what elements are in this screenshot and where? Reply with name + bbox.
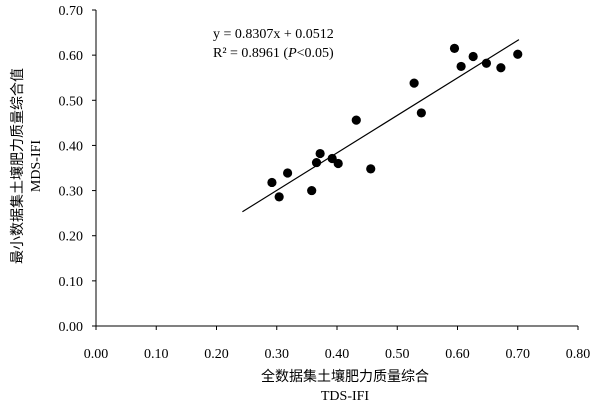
data-point <box>449 43 460 53</box>
x-tick-label: 0.20 <box>204 347 229 362</box>
y-tick-label: 0.20 <box>59 230 84 245</box>
data-point <box>274 192 284 202</box>
x-tick-label: 0.40 <box>325 347 350 362</box>
data-point <box>481 58 492 68</box>
y-tick-label: 0.10 <box>59 275 84 290</box>
data-point <box>307 185 317 196</box>
regression-equation: y = 0.8307x + 0.0512 <box>213 27 334 42</box>
data-point <box>315 148 325 159</box>
data-points <box>267 43 523 202</box>
data-point <box>468 51 478 62</box>
data-point <box>513 49 523 59</box>
r-squared-label: R² = 0.8961 (P<0.05) <box>213 46 334 61</box>
y-tick-label: 0.60 <box>59 49 84 64</box>
x-ticks: 0.00 0.10 0.20 0.30 0.40 0.50 0.60 0.70 0.80 <box>84 326 591 362</box>
y-tick-label: 0.00 <box>59 320 84 335</box>
x-tick-label: 0.10 <box>144 347 169 362</box>
y-tick-label: 0.50 <box>59 94 84 109</box>
y-ticks: 0.00 0.10 0.20 0.30 0.40 0.50 0.60 0.70 <box>59 4 96 335</box>
data-point <box>311 157 322 168</box>
data-point <box>456 61 466 72</box>
y-tick-label: 0.30 <box>59 185 84 200</box>
x-tick-label: 0.30 <box>265 347 290 362</box>
data-point <box>267 177 277 188</box>
x-tick-label: 0.60 <box>445 347 470 362</box>
x-tick-label: 0.70 <box>506 347 531 362</box>
y-axis-title-line2: MDS-IFI <box>29 140 44 192</box>
trendline-group <box>242 39 520 213</box>
trendline <box>242 39 520 213</box>
x-tick-label: 0.50 <box>385 347 410 362</box>
data-point <box>366 164 376 174</box>
y-tick-label: 0.40 <box>59 139 84 154</box>
y-tick-label: 0.70 <box>59 4 84 19</box>
data-point <box>496 63 506 73</box>
data-point <box>409 78 419 88</box>
data-point <box>351 115 361 125</box>
x-tick-label: 0.80 <box>566 347 591 362</box>
data-point <box>333 158 343 169</box>
data-point <box>282 168 293 178</box>
data-point <box>416 108 426 118</box>
y-axis-title-line1: 最小数据集土壤肥力质量综合值 <box>9 68 26 264</box>
x-axis-title-line1: 全数据集土壤肥力质量综合 <box>261 368 429 385</box>
axes <box>95 10 578 327</box>
x-tick-label: 0.00 <box>84 347 109 362</box>
x-axis-title-line2: TDS-IFI <box>321 389 370 404</box>
